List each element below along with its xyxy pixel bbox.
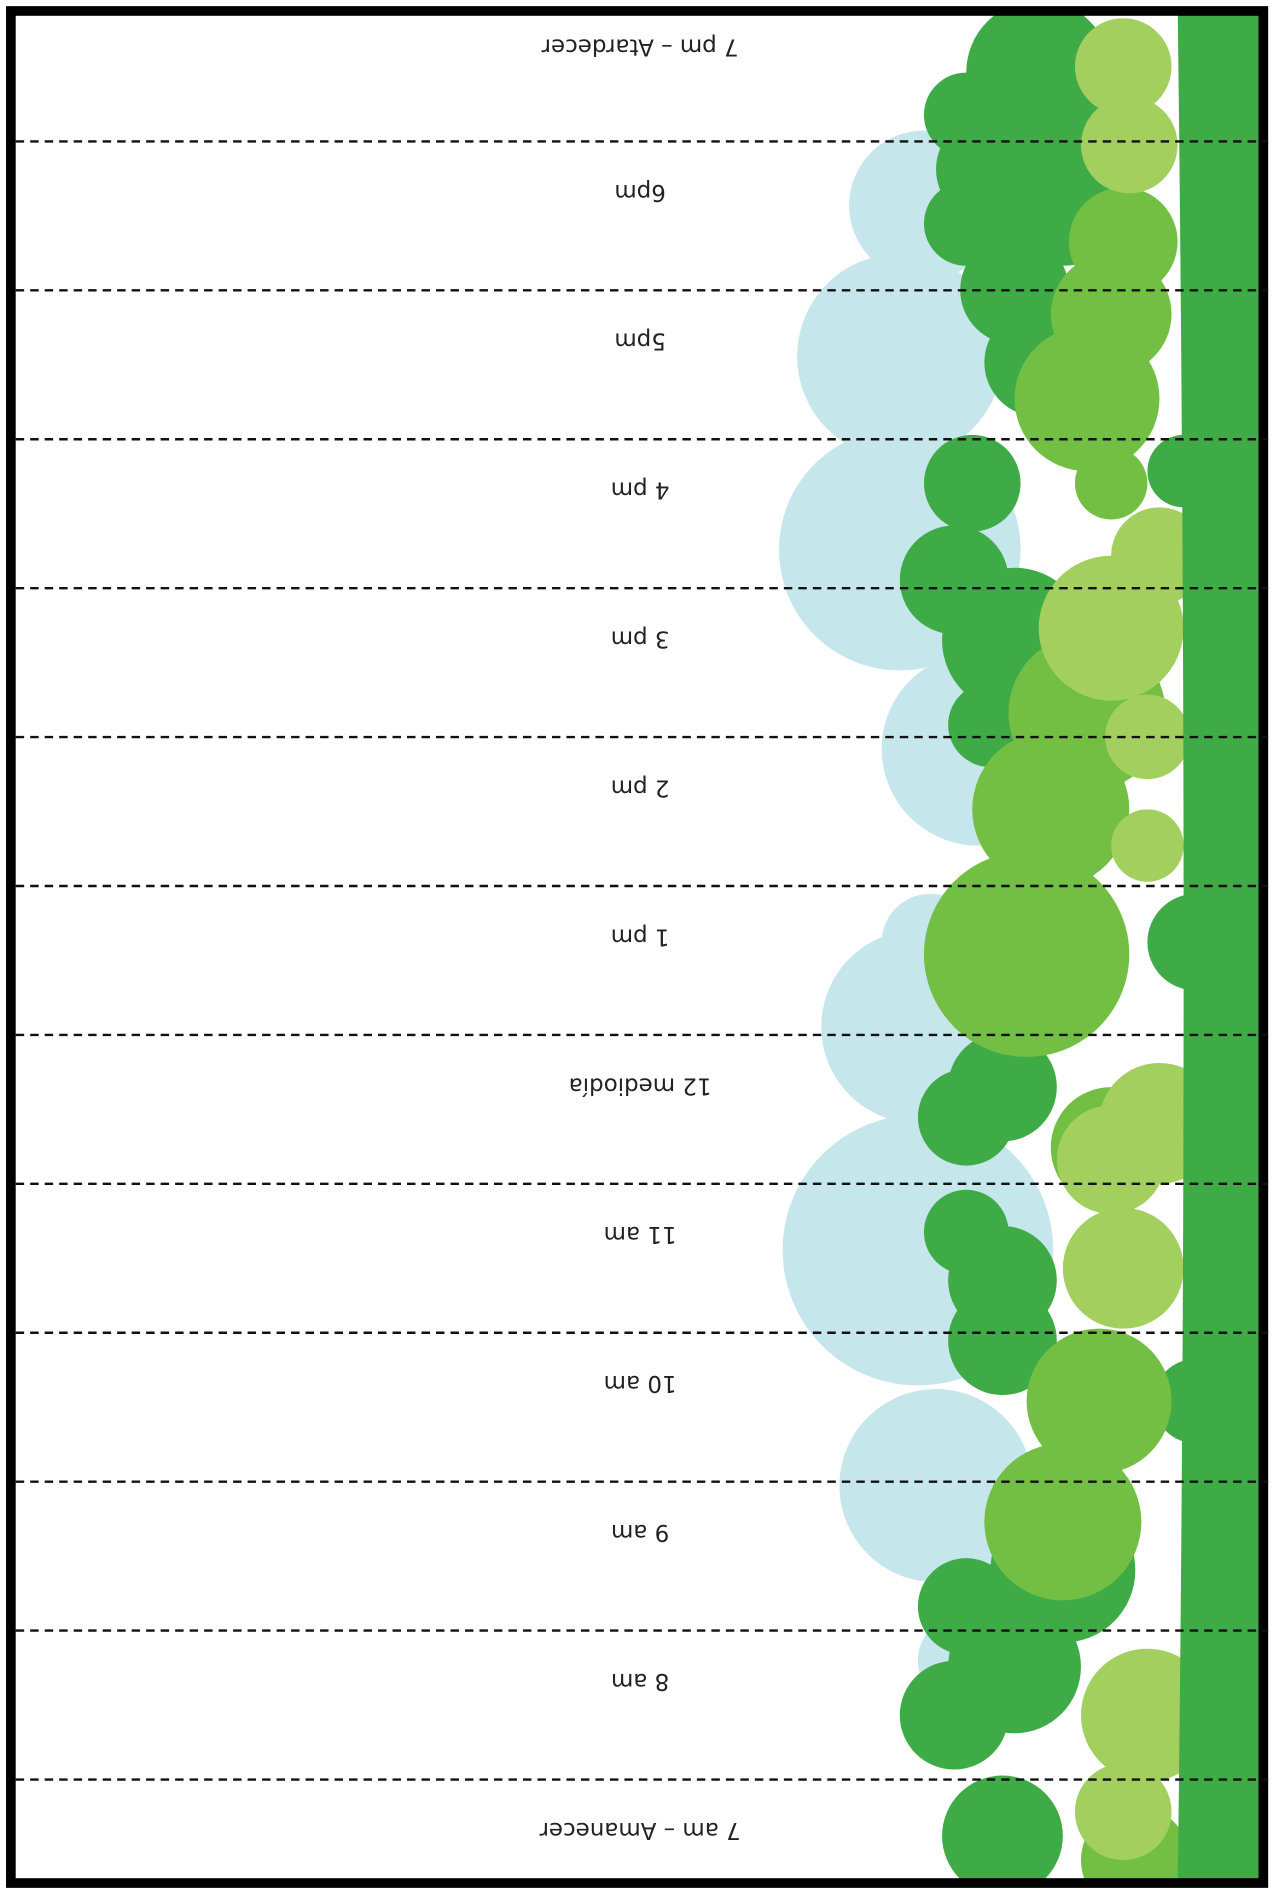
page-border	[6, 6, 1269, 1888]
time-label: 2 pm	[611, 774, 670, 800]
time-label: 8 am	[611, 1668, 669, 1694]
time-label: 11 am	[604, 1221, 677, 1247]
time-label: 5pm	[614, 328, 666, 354]
time-label: 12 mediodía	[569, 1072, 712, 1098]
time-label: 4 pm	[611, 477, 670, 503]
time-label: 9 am	[611, 1519, 669, 1545]
time-label: 7 am – Amanecer	[539, 1817, 741, 1843]
time-label: 3 pm	[611, 626, 670, 652]
time-label: 1 pm	[611, 923, 670, 949]
time-label: 7 pm – Atardecer	[541, 33, 739, 59]
cut-lines	[15, 140, 1269, 1781]
time-labels: 7 pm – Atardecer 6pm 5pm 4 pm 3 pm 2 pm 1 pm 12…	[539, 33, 741, 1842]
time-label: 6pm	[614, 179, 666, 205]
time-label: 10 am	[604, 1370, 677, 1396]
bush-decoration	[779, 10, 1264, 1884]
